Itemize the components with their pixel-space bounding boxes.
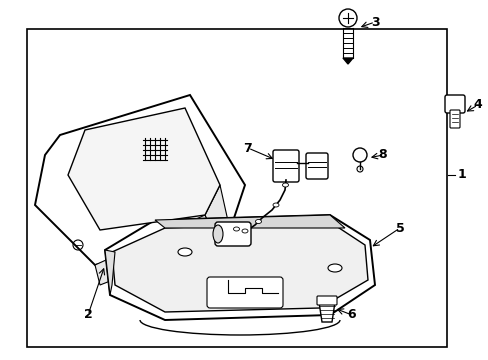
Text: 6: 6	[347, 309, 356, 321]
Text: 4: 4	[473, 99, 481, 112]
Polygon shape	[105, 215, 374, 320]
Polygon shape	[105, 250, 115, 295]
FancyBboxPatch shape	[206, 277, 283, 308]
Text: 1: 1	[457, 168, 466, 181]
FancyBboxPatch shape	[444, 95, 464, 113]
Bar	[27, 29, 447, 347]
Ellipse shape	[272, 203, 279, 207]
Text: 3: 3	[370, 15, 379, 28]
Ellipse shape	[213, 225, 223, 243]
FancyBboxPatch shape	[316, 296, 336, 305]
Text: 7: 7	[243, 141, 252, 154]
Ellipse shape	[282, 183, 288, 187]
Ellipse shape	[327, 264, 341, 272]
Ellipse shape	[178, 248, 192, 256]
Text: 8: 8	[378, 148, 386, 162]
FancyBboxPatch shape	[272, 150, 298, 182]
Polygon shape	[155, 215, 345, 228]
Polygon shape	[112, 222, 367, 312]
Ellipse shape	[233, 227, 239, 231]
Text: 5: 5	[395, 221, 404, 234]
FancyBboxPatch shape	[305, 153, 327, 179]
Text: 2: 2	[83, 309, 92, 321]
Polygon shape	[342, 58, 352, 64]
Ellipse shape	[255, 220, 261, 224]
Polygon shape	[68, 108, 220, 230]
FancyBboxPatch shape	[449, 110, 459, 128]
Polygon shape	[318, 302, 334, 322]
Polygon shape	[204, 185, 229, 240]
FancyBboxPatch shape	[215, 222, 250, 246]
Ellipse shape	[242, 229, 247, 233]
Polygon shape	[35, 95, 244, 265]
Polygon shape	[95, 215, 215, 285]
